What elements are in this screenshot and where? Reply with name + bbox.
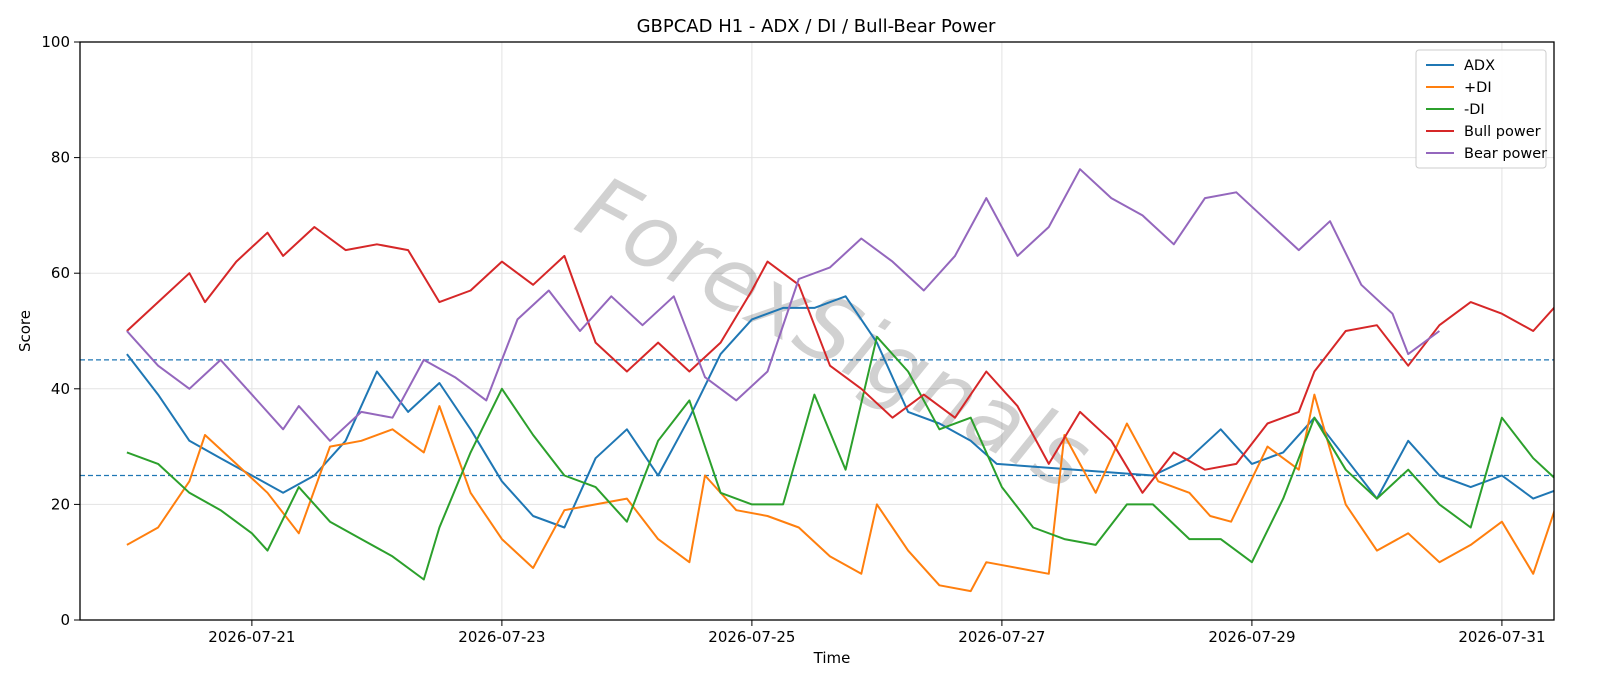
series-line-di	[126, 393, 1554, 593]
x-tick-label: 2026-07-27	[958, 628, 1045, 646]
plot-frame	[79, 41, 1555, 621]
series-line-bull-power	[126, 226, 1554, 494]
x-tick-label: 2026-07-31	[1458, 628, 1545, 646]
series-line-di	[126, 335, 1554, 581]
y-tick-label: 100	[41, 33, 70, 51]
y-tick-label: 20	[51, 495, 70, 513]
x-tick-label: 2026-07-25	[708, 628, 795, 646]
legend-label: Bull power	[1464, 124, 1541, 140]
legend-box	[1415, 49, 1547, 169]
x-tick-label: 2026-07-29	[1208, 628, 1295, 646]
legend-label: -DI	[1464, 102, 1485, 118]
x-axis-label: Time	[813, 649, 851, 667]
series-lines	[126, 168, 1554, 593]
x-tick-label: 2026-07-21	[208, 628, 295, 646]
y-tick-label: 40	[51, 380, 70, 398]
y-tick-label: 60	[51, 264, 70, 282]
y-axis-label: Score	[16, 310, 34, 352]
legend-label: ADX	[1464, 58, 1495, 74]
y-tick-label: 80	[51, 149, 70, 167]
y-tick-label: 0	[60, 611, 70, 629]
x-tick-label: 2026-07-23	[458, 628, 545, 646]
y-axis: 0 20 40 60 80 100	[41, 33, 80, 629]
series-line-adx	[126, 295, 1554, 529]
legend: ADX +DI -DI Bull power Bear power	[1415, 49, 1547, 169]
legend-label: +DI	[1464, 80, 1492, 96]
series-line-bear-power	[126, 168, 1440, 442]
reference-lines	[80, 359, 1554, 477]
chart-title: GBPCAD H1 - ADX / DI / Bull-Bear Power	[637, 16, 996, 37]
x-axis: 2026-07-21 2026-07-23 2026-07-25 2026-07-27…	[208, 620, 1546, 646]
grid	[80, 41, 1554, 621]
legend-label: Bear power	[1464, 146, 1547, 162]
